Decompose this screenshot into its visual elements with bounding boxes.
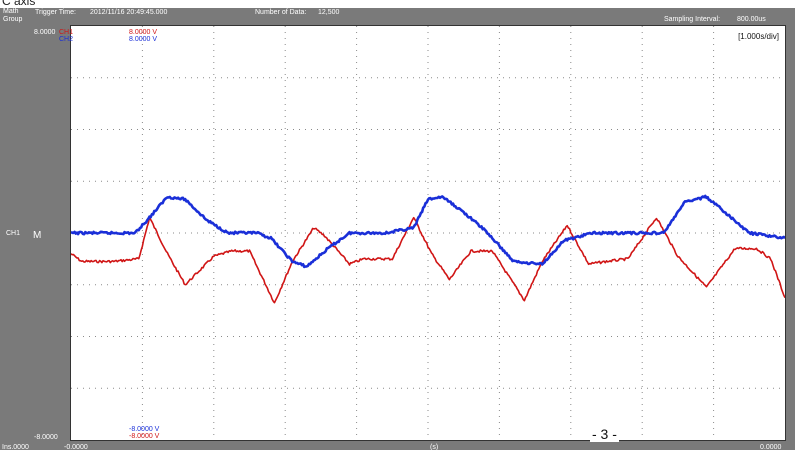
y-axis-top-label: 8.0000 (34, 29, 56, 36)
channel-marker-label: CH1 (6, 230, 21, 237)
trigger-time-label: Trigger Time: (35, 9, 76, 16)
waveform-chart (71, 26, 785, 440)
ch2-scale-bottom: -8.0000 V (129, 426, 160, 433)
ch1-name-top: CH1 (59, 29, 74, 36)
x-axis-left-label: -0.0000 (64, 444, 88, 451)
plot-area[interactable]: CH1 CH2 8.0000 V 8.0000 V -8.0000 V -8.0… (59, 25, 786, 441)
ch2-scale-top: 8.0000 V (129, 36, 158, 43)
sampling-interval-value: 800.00us (737, 16, 766, 23)
math-marker-letter: M (33, 230, 42, 241)
timebase-label: [1.000s/div] (738, 32, 779, 41)
sampling-interval-label: Sampling Interval: (664, 16, 721, 23)
math-group-label: Math Group (3, 8, 23, 23)
series-line-ch1 (71, 216, 785, 304)
x-axis-unit-label: (s) (430, 444, 439, 451)
y-axis-bottom-label: -8.0000 (34, 434, 58, 441)
x-axis-right-label: 0.0000 (760, 444, 782, 451)
ch1-scale-bottom: -8.0000 V (129, 433, 160, 440)
data-count-value: 12,500 (318, 9, 340, 16)
scope-window: Math Group Trigger Time: 2012/11/16 20:4… (0, 8, 795, 451)
ch1-scale-top: 8.0000 V (129, 29, 158, 36)
status-bar: Math Group Trigger Time: 2012/11/16 20:4… (0, 8, 795, 25)
page-number: - 3 - (590, 426, 619, 442)
ch2-name-top: CH2 (59, 36, 74, 43)
trigger-time-value: 2012/11/16 20:49:45.000 (90, 9, 168, 16)
figure-caption: C axis (2, 0, 36, 8)
x-axis-outer-left-label: Ins.0000 (2, 444, 29, 451)
series-line-ch2 (71, 194, 785, 269)
data-count-label: Number of Data: (255, 9, 307, 16)
